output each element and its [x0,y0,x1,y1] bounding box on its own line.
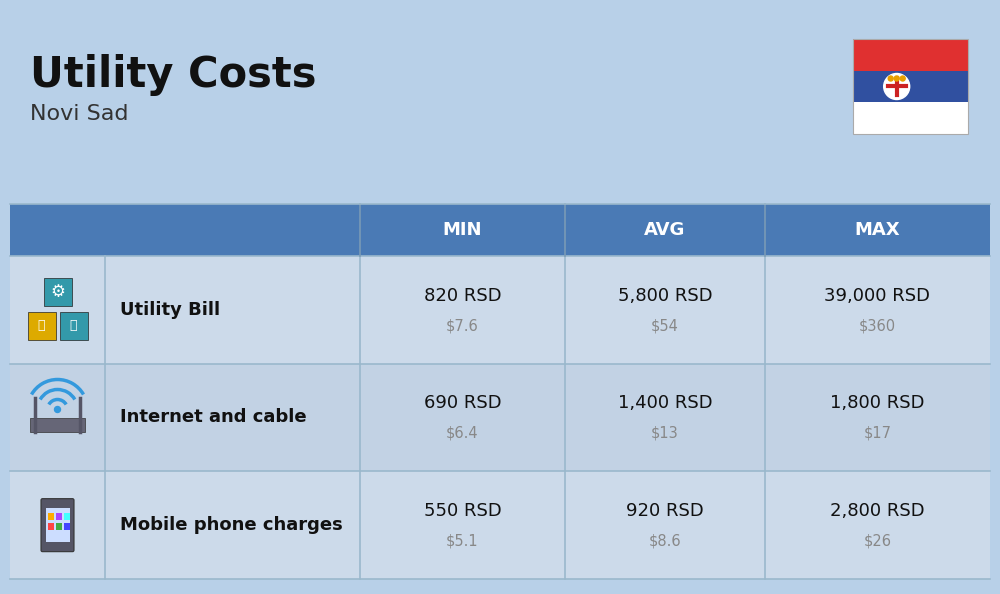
Bar [30,418,85,431]
Text: 820 RSD: 820 RSD [424,287,501,305]
Text: 🔌: 🔌 [38,320,45,332]
Bar [10,204,990,256]
Circle shape [894,76,899,81]
Text: 550 RSD: 550 RSD [424,502,501,520]
Circle shape [888,76,893,81]
Bar [853,71,968,102]
Bar [10,364,990,471]
Text: 5,800 RSD: 5,800 RSD [618,287,712,305]
Text: MIN: MIN [443,221,482,239]
Text: $7.6: $7.6 [446,318,479,333]
Circle shape [900,76,905,81]
Bar [10,256,990,364]
Text: $13: $13 [651,426,679,441]
Text: 690 RSD: 690 RSD [424,394,501,412]
Bar [64,513,70,520]
Bar [853,39,968,134]
Text: Utility Bill: Utility Bill [120,301,220,319]
Bar [48,523,54,530]
Text: 2,800 RSD: 2,800 RSD [830,502,925,520]
Text: $5.1: $5.1 [446,533,479,549]
Bar [10,471,990,579]
FancyBboxPatch shape [41,499,74,552]
Text: Novi Sad: Novi Sad [30,104,128,124]
Circle shape [884,74,910,100]
Text: 39,000 RSD: 39,000 RSD [824,287,930,305]
Text: 💧: 💧 [70,320,77,332]
Bar [60,312,88,340]
Text: 920 RSD: 920 RSD [626,502,704,520]
Text: AVG: AVG [644,221,686,239]
Bar [46,508,70,542]
Text: $360: $360 [859,318,896,333]
Bar [853,39,968,71]
Text: $26: $26 [864,533,892,549]
Text: $8.6: $8.6 [649,533,681,549]
Bar [28,312,56,340]
Bar [64,523,70,530]
Text: ⚙: ⚙ [50,283,65,301]
Bar [853,102,968,134]
Circle shape [54,406,60,412]
Bar [56,523,62,530]
Text: $17: $17 [864,426,892,441]
Text: Internet and cable: Internet and cable [120,409,307,426]
Text: Mobile phone charges: Mobile phone charges [120,516,343,534]
Text: MAX: MAX [855,221,900,239]
Text: $6.4: $6.4 [446,426,479,441]
Text: Utility Costs: Utility Costs [30,54,316,96]
Text: 1,800 RSD: 1,800 RSD [830,394,925,412]
Text: 1,400 RSD: 1,400 RSD [618,394,712,412]
Bar [48,513,54,520]
Bar [56,513,62,520]
Text: $54: $54 [651,318,679,333]
Bar [44,278,72,306]
